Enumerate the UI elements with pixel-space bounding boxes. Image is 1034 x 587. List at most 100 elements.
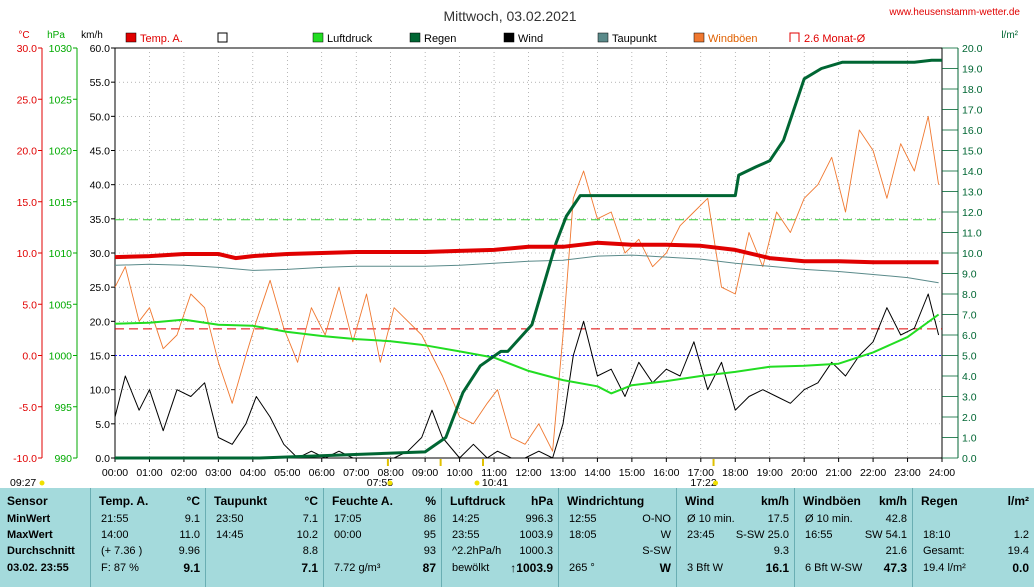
stats-time: (+ 7.36 ) bbox=[101, 545, 143, 557]
rain-tick-label: 17.0 bbox=[962, 105, 983, 117]
stats-header: Windrichtung bbox=[567, 494, 645, 508]
stats-time: Gesamt: bbox=[923, 545, 965, 557]
series-line bbox=[114, 293, 940, 459]
stats-time: 14:25 bbox=[452, 513, 480, 525]
rain-tick-label: 8.0 bbox=[962, 289, 977, 301]
wind-tick-label: 60.0 bbox=[90, 43, 111, 55]
stats-value: 0.0 bbox=[1012, 561, 1029, 575]
temp-axis-label: °C bbox=[18, 30, 29, 41]
legend-swatch bbox=[789, 32, 800, 42]
wind-axis-label: km/h bbox=[81, 30, 103, 41]
stats-section-humidity: Feuchte A.% 17:05 86 00:00 95 93 7.72 g/m³ 87 bbox=[323, 488, 442, 587]
stats-unit: km/h bbox=[878, 494, 907, 508]
x-tick-label: 09:00 bbox=[412, 467, 438, 479]
stats-unit: °C bbox=[186, 494, 200, 508]
marker-dot bbox=[387, 480, 393, 486]
x-tick-label: 24:00 bbox=[929, 467, 955, 479]
pressure-tick-label: 1025 bbox=[49, 94, 73, 106]
rain-tick-label: 7.0 bbox=[962, 310, 977, 322]
stats-panel: Sensor MinWert MaxWert Durchschnitt 03.02. 2… bbox=[0, 488, 1034, 587]
stats-value: O-NO bbox=[642, 513, 671, 525]
x-tick-label: 08:00 bbox=[378, 467, 404, 479]
stats-value: 11.0 bbox=[179, 529, 200, 541]
stats-time: 00:00 bbox=[334, 529, 362, 541]
x-tick-label: 23:00 bbox=[894, 467, 920, 479]
rain-tick-label: 4.0 bbox=[962, 371, 977, 383]
rain-tick-label: 1.0 bbox=[962, 433, 977, 445]
rain-tick-label: 10.0 bbox=[962, 248, 983, 260]
stats-value: 9.1 bbox=[184, 513, 200, 525]
x-tick-label: 10:00 bbox=[446, 467, 472, 479]
marker-dot bbox=[713, 480, 719, 486]
stats-value: 19.4 bbox=[1007, 545, 1029, 557]
rain-tick-label: 13.0 bbox=[962, 187, 983, 199]
legend-label: 2.6 Monat-Ø bbox=[804, 33, 866, 45]
pressure-tick-label: 1030 bbox=[49, 43, 73, 55]
rain-tick-label: 3.0 bbox=[962, 392, 977, 404]
wind-tick-label: 20.0 bbox=[90, 316, 111, 328]
chart-series bbox=[114, 58, 942, 460]
temp-tick-label: 10.0 bbox=[17, 248, 38, 260]
stats-time: 21:55 bbox=[101, 513, 129, 525]
axis-ticks: 30.0 25.0 20.0 15.0 10.0 5.0 0.0 -5.0 -10.0 1030 1… bbox=[13, 43, 983, 479]
stats-section-pressure: Luftdruck hPa 14:25 996.3 23:55 1003.9 ^2.2hPa… bbox=[441, 488, 559, 587]
wind-tick-label: 25.0 bbox=[90, 282, 111, 294]
stats-unit: % bbox=[425, 494, 436, 508]
x-tick-label: 17:00 bbox=[688, 467, 714, 479]
wind-tick-label: 50.0 bbox=[90, 111, 111, 123]
rain-tick-label: 16.0 bbox=[962, 125, 983, 137]
legend-label: Wind bbox=[518, 33, 543, 45]
series-line bbox=[114, 313, 940, 395]
weather-chart: Mittwoch, 03.02.2021 www.heusenstamm-wet… bbox=[10, 7, 1021, 488]
x-tick-label: 00:00 bbox=[102, 467, 128, 479]
x-tick-label: 05:00 bbox=[274, 467, 300, 479]
stats-value: 996.3 bbox=[525, 513, 553, 525]
x-tick-label: 14:00 bbox=[584, 467, 610, 479]
x-tick-label: 19:00 bbox=[757, 467, 783, 479]
stats-time: 14:00 bbox=[101, 529, 129, 541]
legend-label: Luftdruck bbox=[327, 33, 373, 45]
rain-axis-label: l/m² bbox=[1001, 30, 1018, 41]
stats-value: 1000.3 bbox=[519, 545, 553, 557]
stats-section-sensor: Sensor MinWert MaxWert Durchschnitt 03.02. 2… bbox=[0, 488, 90, 587]
rain-tick-label: 15.0 bbox=[962, 146, 983, 158]
wind-tick-label: 0.0 bbox=[95, 453, 110, 465]
rain-tick-label: 12.0 bbox=[962, 207, 983, 219]
stats-time: 16:55 bbox=[805, 529, 833, 541]
stats-value: S-SW 25.0 bbox=[735, 529, 789, 541]
stats-time: 7.72 g/m³ bbox=[334, 562, 381, 574]
wind-tick-label: 35.0 bbox=[90, 214, 111, 226]
stats-value: W bbox=[660, 529, 671, 541]
legend-swatch bbox=[597, 32, 609, 43]
x-tick-label: 06:00 bbox=[309, 467, 335, 479]
stats-header: Taupunkt bbox=[214, 494, 268, 508]
x-tick-label: 02:00 bbox=[171, 467, 197, 479]
temp-tick-label: 30.0 bbox=[17, 43, 38, 55]
stats-value: 87 bbox=[422, 561, 436, 575]
stats-value: 1.2 bbox=[1013, 529, 1029, 541]
temp-tick-label: -5.0 bbox=[19, 402, 37, 414]
rain-tick-label: 20.0 bbox=[962, 43, 983, 55]
wind-tick-label: 40.0 bbox=[90, 180, 111, 192]
rain-tick-label: 6.0 bbox=[962, 330, 977, 342]
stats-header: Regen bbox=[921, 494, 958, 508]
rain-tick-label: 19.0 bbox=[962, 64, 983, 76]
x-tick-label: 07:00 bbox=[343, 467, 369, 479]
stats-value: 16.1 bbox=[765, 561, 789, 575]
legend-swatch bbox=[312, 32, 324, 43]
stats-value: 47.3 bbox=[883, 561, 907, 575]
stats-value: 1003.9 bbox=[519, 529, 553, 541]
stats-time: 12:55 bbox=[569, 513, 597, 525]
stats-header: Feuchte A. bbox=[332, 494, 393, 508]
rain-tick-label: 11.0 bbox=[962, 228, 982, 240]
chart-title: Mittwoch, 03.02.2021 bbox=[443, 8, 576, 24]
stats-time: 6 Bft W-SW bbox=[805, 562, 863, 574]
pressure-tick-label: 990 bbox=[54, 453, 72, 465]
stats-header: Wind bbox=[685, 494, 715, 508]
x-tick-label: 04:00 bbox=[240, 467, 266, 479]
legend-label: Taupunkt bbox=[612, 33, 657, 45]
site-link[interactable]: www.heusenstamm-wetter.de bbox=[888, 7, 1020, 18]
stats-header: Luftdruck bbox=[450, 494, 506, 508]
stats-value: 21.6 bbox=[885, 545, 907, 557]
stats-value: S-SW bbox=[642, 545, 671, 557]
